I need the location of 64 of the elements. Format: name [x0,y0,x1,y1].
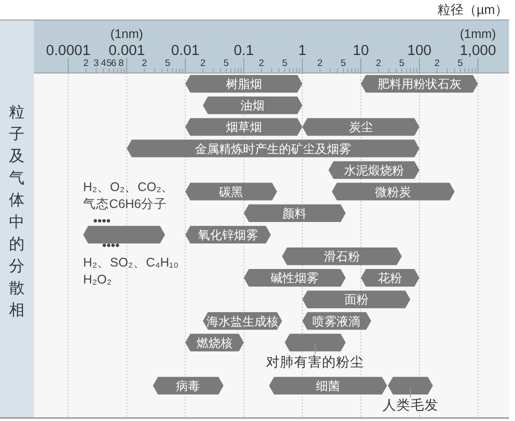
text: 5 [106,58,112,69]
annotation: H₂、O₂、CO₂、 [83,180,174,194]
text: 2 [434,58,440,69]
data-label: 肥料用粉状石灰 [377,77,462,92]
x-tick-label: 0.0001 [46,43,90,59]
data-label: 海水盐生成核 [206,314,278,328]
annotation: •••• [93,214,111,228]
text: 5 [282,58,288,69]
x-tick-label: 0.01 [171,43,200,59]
data-label: 碳黑 [218,184,244,199]
x-axis-title: 粒径（µm） [438,2,508,17]
text: 5 [399,58,404,69]
text: 8 [118,58,124,69]
data-label: 燃烧核 [196,336,233,350]
data-label: 烟草烟 [226,120,262,134]
bar [282,247,402,266]
text: 5 [224,58,229,69]
data-label: 颜料 [282,206,307,220]
text: 2 [83,58,89,69]
x-tick-label: 0.001 [108,43,145,59]
x-tick-label: 10 [352,43,369,59]
data-label: 病毒 [176,378,200,393]
annotation: •••• [102,238,120,253]
text: 5 [165,58,170,69]
text: 粒子及气体中的分散相 [9,104,25,319]
text: 4 [100,58,106,69]
data-label: 炭尘 [348,120,373,134]
data-label: 滑石粉 [324,250,360,264]
text: 5 [340,58,346,69]
data-label: 人类毛发 [382,398,438,413]
data-label: 细菌 [316,378,340,393]
data-label: 喷雾液滴 [312,314,361,328]
data-label: 对肺有害的粉尘 [266,354,364,370]
text: 2 [317,58,323,69]
text: 2 [142,58,148,69]
bar [302,290,410,308]
text: 2 [200,58,206,69]
data-label: 油烟 [240,98,265,113]
annotation: H₂、SO₂、C₄H₁₀ [83,256,179,270]
x-tick-label: 1 [298,43,306,59]
bar [244,204,346,222]
text: 2 [258,58,264,69]
text: (1mm) [460,27,496,41]
data-label: 花粉 [378,271,402,286]
bar [83,226,165,244]
x-tick-label: 1,000 [460,43,496,59]
data-label: 金属精炼时产生的矿尘及烟雾 [195,142,352,156]
text: 3 [94,58,99,69]
text: 2 [376,58,382,69]
x-tick-label: 0.1 [234,43,254,59]
data-label: 树脂烟 [226,77,262,92]
annotation: H₂O₂ [83,272,112,287]
data-label: 氧化锌烟雾 [198,228,258,242]
data-label: 微粉炭 [375,184,412,199]
text: (1nm) [110,27,144,41]
annotation: 气态C6H6分子 [83,196,168,211]
data-label: 水泥煅烧粉 [344,163,404,178]
x-tick-label: 100 [407,43,432,59]
bar [202,96,302,114]
data-label: 碱性烟雾 [270,271,319,286]
text: 6 [111,58,116,69]
data-label: 面粉 [344,292,368,307]
text: 5 [458,58,463,69]
bar [185,182,278,200]
